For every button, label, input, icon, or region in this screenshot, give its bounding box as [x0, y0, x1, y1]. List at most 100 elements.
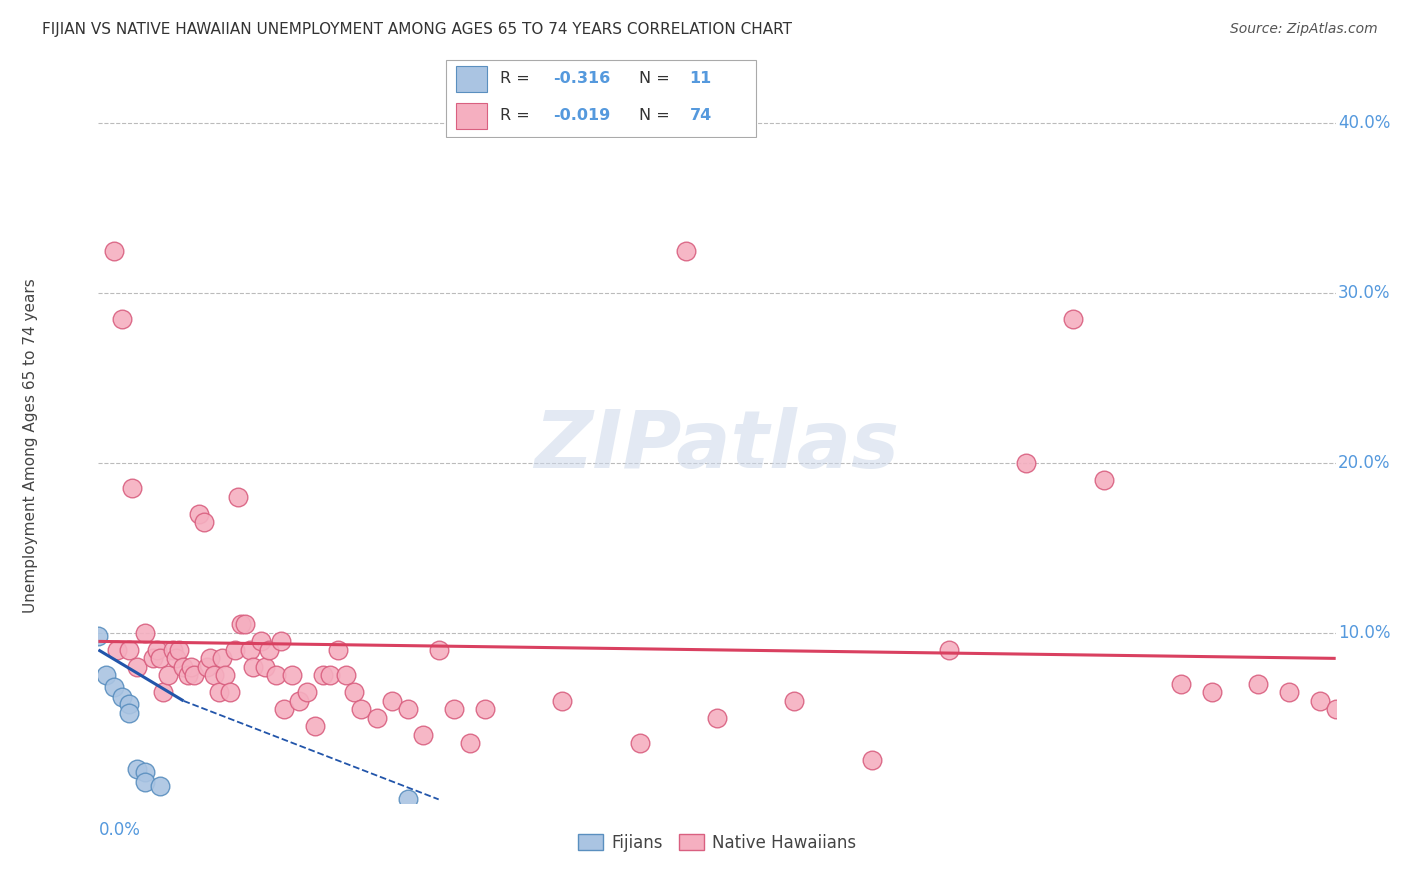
Text: R =: R =: [501, 108, 534, 123]
Point: [239, 643, 262, 657]
Point: [193, 516, 215, 530]
Point: [288, 694, 311, 708]
Point: [219, 685, 242, 699]
Point: [1247, 677, 1270, 691]
Point: [211, 651, 233, 665]
Legend: Fijians, Native Hawaiians: Fijians, Native Hawaiians: [571, 828, 863, 859]
Point: [242, 660, 264, 674]
Point: [257, 643, 280, 657]
Point: [427, 643, 450, 657]
Point: [551, 694, 574, 708]
Point: [1170, 677, 1192, 691]
Point: [96, 668, 118, 682]
Point: [860, 753, 883, 767]
Point: [134, 775, 156, 789]
Point: [273, 702, 295, 716]
Point: [121, 482, 143, 496]
Point: [157, 668, 180, 682]
Point: [254, 660, 277, 674]
Text: Unemployment Among Ages 65 to 74 years: Unemployment Among Ages 65 to 74 years: [22, 278, 38, 614]
Point: [233, 617, 257, 632]
Point: [167, 643, 190, 657]
Text: -0.316: -0.316: [554, 71, 610, 87]
Point: [350, 702, 373, 716]
Point: [396, 792, 419, 806]
Point: [149, 651, 172, 665]
Text: 30.0%: 30.0%: [1339, 284, 1391, 302]
Point: [226, 490, 249, 504]
Point: [204, 668, 226, 682]
Text: FIJIAN VS NATIVE HAWAIIAN UNEMPLOYMENT AMONG AGES 65 TO 74 YEARS CORRELATION CHA: FIJIAN VS NATIVE HAWAIIAN UNEMPLOYMENT A…: [42, 22, 792, 37]
Point: [297, 685, 319, 699]
Point: [146, 643, 169, 657]
Point: [312, 668, 335, 682]
Point: [938, 643, 960, 657]
FancyBboxPatch shape: [456, 66, 486, 92]
Text: R =: R =: [501, 71, 534, 87]
Point: [134, 765, 156, 780]
Point: [87, 629, 110, 643]
Point: [208, 685, 231, 699]
Point: [1309, 694, 1331, 708]
Point: [304, 719, 326, 733]
Point: [1092, 473, 1115, 487]
Text: -0.019: -0.019: [554, 108, 610, 123]
Point: [1201, 685, 1223, 699]
Point: [149, 779, 172, 793]
Point: [412, 728, 434, 742]
Point: [319, 668, 342, 682]
Text: N =: N =: [640, 71, 675, 87]
Point: [628, 736, 651, 750]
Point: [198, 651, 221, 665]
Point: [783, 694, 806, 708]
Point: [111, 311, 132, 326]
Point: [1278, 685, 1301, 699]
Text: 0.0%: 0.0%: [98, 821, 141, 838]
Point: [127, 762, 149, 776]
Text: 74: 74: [690, 108, 711, 123]
Point: [250, 634, 273, 648]
Point: [335, 668, 357, 682]
Point: [1015, 456, 1038, 470]
Point: [229, 617, 252, 632]
Point: [103, 244, 125, 258]
Point: [180, 660, 202, 674]
Point: [1062, 311, 1084, 326]
Point: [188, 507, 211, 521]
Point: [177, 668, 200, 682]
Point: [165, 651, 187, 665]
FancyBboxPatch shape: [446, 60, 756, 136]
Point: [134, 626, 156, 640]
Point: [675, 244, 697, 258]
Point: [396, 702, 419, 716]
Point: [141, 651, 165, 665]
Text: 20.0%: 20.0%: [1339, 454, 1391, 472]
Point: [152, 685, 174, 699]
Text: Source: ZipAtlas.com: Source: ZipAtlas.com: [1230, 22, 1378, 37]
Point: [195, 660, 218, 674]
Point: [343, 685, 366, 699]
Point: [706, 711, 728, 725]
Point: [326, 643, 350, 657]
Text: 40.0%: 40.0%: [1339, 114, 1391, 132]
Point: [224, 643, 246, 657]
Point: [443, 702, 465, 716]
Point: [474, 702, 496, 716]
Text: 11: 11: [690, 71, 711, 87]
Point: [162, 643, 184, 657]
Point: [1324, 702, 1347, 716]
Point: [281, 668, 304, 682]
Point: [264, 668, 288, 682]
Point: [103, 680, 125, 694]
Point: [381, 694, 404, 708]
Point: [118, 643, 141, 657]
Text: N =: N =: [640, 108, 675, 123]
Point: [111, 690, 132, 705]
Point: [118, 698, 141, 712]
Point: [105, 643, 128, 657]
Point: [118, 706, 141, 720]
Point: [270, 634, 292, 648]
FancyBboxPatch shape: [456, 103, 486, 128]
Text: ZIPatlas: ZIPatlas: [534, 407, 900, 485]
Point: [183, 668, 205, 682]
